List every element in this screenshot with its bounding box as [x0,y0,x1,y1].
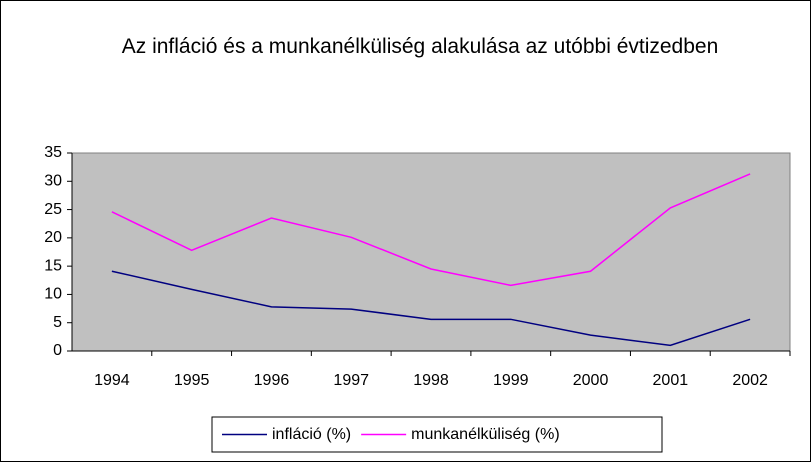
y-tick-label: 20 [44,229,62,246]
x-tick-label: 1995 [174,372,210,389]
x-tick-label: 1999 [493,372,529,389]
x-tick-label: 1996 [254,372,290,389]
plot-area [71,152,791,352]
y-tick-label: 30 [44,173,62,190]
x-tick-label: 1994 [94,372,130,389]
legend-label: munkanélküliség (%) [411,426,560,443]
x-tick-label: 1998 [413,372,449,389]
x-tick-label: 2002 [732,372,768,389]
y-tick-label: 35 [44,144,62,161]
y-tick-label: 10 [44,286,62,303]
series-line [111,173,751,287]
x-tick-label: 1997 [333,372,369,389]
y-tick-label: 15 [44,257,62,274]
y-tick-label: 5 [53,314,62,331]
legend [211,416,663,453]
y-tick-label: 25 [44,201,62,218]
chart-title: Az infláció és a munkanélküliség alakulá… [121,35,719,58]
x-tick-label: 2001 [653,372,689,389]
x-tick-label: 2000 [573,372,609,389]
y-tick-label: 0 [53,342,62,359]
series-line [111,270,751,347]
legend-label: infláció (%) [272,426,351,443]
